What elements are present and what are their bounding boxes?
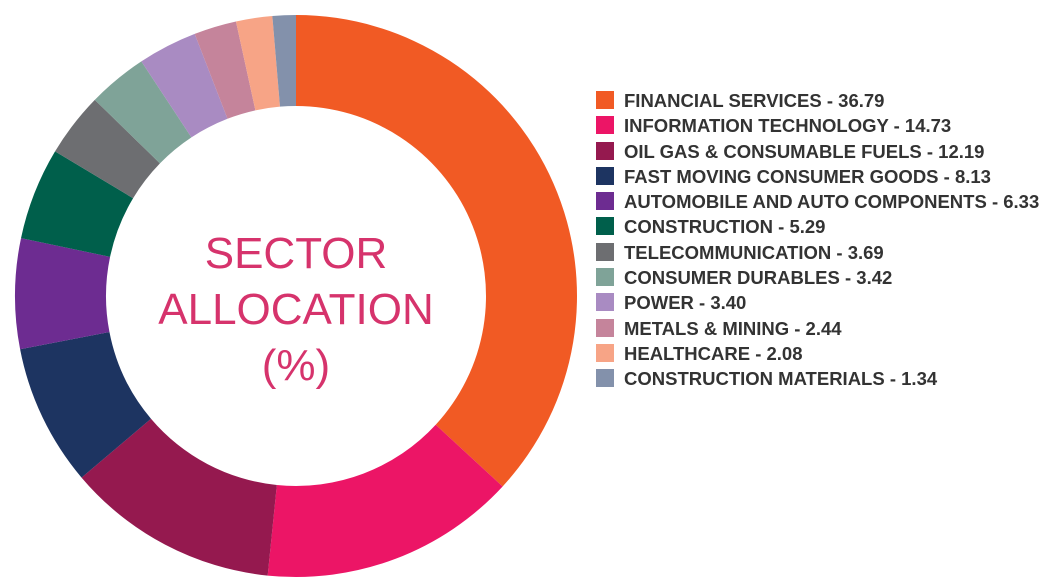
legend-label: FAST MOVING CONSUMER GOODS - 8.13 [624, 165, 991, 187]
legend-label: AUTOMOBILE AND AUTO COMPONENTS - 6.33 [624, 191, 1040, 213]
donut-slice [55, 99, 160, 199]
donut-slice [81, 418, 277, 576]
legend-item: CONSTRUCTION MATERIALS - 1.34 [596, 366, 1046, 391]
legend-label: CONSTRUCTION MATERIALS - 1.34 [624, 368, 938, 390]
legend-label: POWER - 3.40 [624, 292, 747, 314]
donut-slice [141, 33, 228, 138]
legend-swatch [596, 343, 614, 362]
legend-swatch [596, 268, 614, 287]
legend-swatch [596, 318, 614, 337]
legend-item: METALS & MINING - 2.44 [596, 316, 1046, 341]
legend-label: INFORMATION TECHNOLOGY - 14.73 [624, 115, 952, 137]
legend-item: FAST MOVING CONSUMER GOODS - 8.13 [596, 164, 1046, 189]
legend-label: CONSTRUCTION - 5.29 [624, 216, 826, 238]
legend-swatch [596, 369, 614, 388]
legend-label: OIL GAS & CONSUMABLE FUELS - 12.19 [624, 140, 985, 162]
donut-slice [94, 61, 192, 164]
donut-slice [21, 151, 134, 257]
donut-slice [272, 15, 296, 107]
legend-label: CONSUMER DURABLES - 3.42 [624, 267, 893, 289]
donut-slice [235, 15, 280, 111]
chart [14, 15, 577, 577]
legend-item: POWER - 3.40 [596, 290, 1046, 315]
donut-slice [296, 15, 577, 487]
legend-item: HEALTHCARE - 2.08 [596, 341, 1046, 366]
legend-swatch [596, 166, 614, 185]
legend-item: CONSUMER DURABLES - 3.42 [596, 265, 1046, 290]
legend-item: INFORMATION TECHNOLOGY - 14.73 [596, 113, 1046, 138]
legend: FINANCIAL SERVICES - 36.79 INFORMATION TE… [596, 88, 1046, 392]
chart-title: SECTOR ALLOCATION (%) [158, 229, 434, 390]
donut-slice [14, 238, 111, 350]
legend-swatch [596, 242, 614, 261]
legend-item: CONSTRUCTION - 5.29 [596, 214, 1046, 239]
legend-label: METALS & MINING - 2.44 [624, 317, 842, 339]
legend-label: FINANCIAL SERVICES - 36.79 [624, 90, 885, 111]
legend-swatch [596, 116, 614, 135]
legend-label: HEALTHCARE - 2.08 [624, 342, 803, 364]
legend-item: AUTOMOBILE AND AUTO COMPONENTS - 6.33 [596, 189, 1046, 214]
legend-swatch [596, 192, 614, 211]
donut-slice [267, 424, 503, 577]
legend-item: TELECOMMUNICATION - 3.69 [596, 240, 1046, 265]
legend-swatch [596, 293, 614, 312]
legend-label: TELECOMMUNICATION - 3.69 [624, 241, 884, 263]
legend-swatch [596, 91, 614, 109]
legend-item: OIL GAS & CONSUMABLE FUELS - 12.19 [596, 139, 1046, 164]
donut-slice [20, 332, 151, 478]
legend-swatch [596, 217, 614, 236]
donut-slice [194, 21, 256, 119]
legend-item: FINANCIAL SERVICES - 36.79 [596, 88, 1046, 113]
legend-swatch [596, 141, 614, 160]
